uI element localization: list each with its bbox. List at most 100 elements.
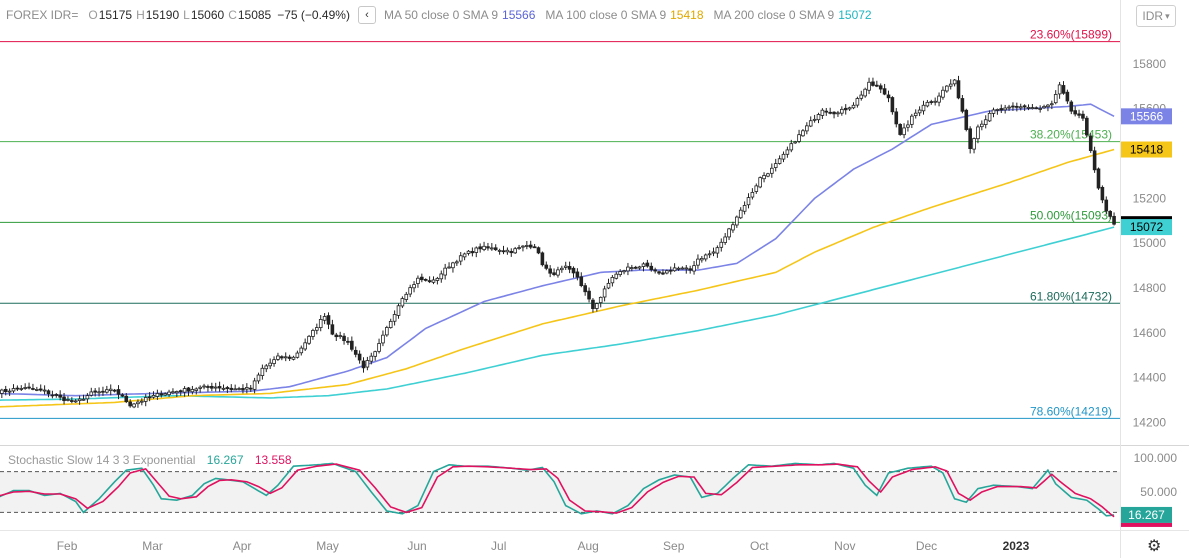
candle-up <box>801 130 805 137</box>
gear-icon[interactable]: ⚙ <box>1147 538 1162 555</box>
candle-up <box>194 388 199 391</box>
price-badge <box>1121 108 1172 125</box>
candle-down <box>575 271 580 278</box>
candle-up <box>322 316 327 321</box>
candle-down <box>964 109 969 130</box>
candle-up <box>836 112 840 115</box>
candle-down <box>326 315 331 325</box>
candle-down <box>532 246 537 249</box>
candle-up <box>797 134 801 142</box>
candle-down <box>1085 117 1089 136</box>
ma100-line <box>0 148 1115 408</box>
candle-up <box>972 138 976 150</box>
candle-down <box>688 268 692 271</box>
change-value: −75 (−0.49%) <box>277 8 350 22</box>
candle-down <box>241 387 245 391</box>
candle-down <box>70 400 74 402</box>
y-tick-label: 14600 <box>1133 326 1167 340</box>
y-tick-label: 15000 <box>1133 236 1167 250</box>
candle-down <box>633 266 638 269</box>
candle-down <box>567 266 572 270</box>
candle-up <box>847 107 852 110</box>
candle-up <box>750 192 755 198</box>
y-tick-label: 14800 <box>1133 281 1167 295</box>
candle-down <box>280 356 284 359</box>
candle-down <box>423 279 428 281</box>
candle-up <box>505 249 510 253</box>
candle-up <box>182 388 187 393</box>
fib-label: 78.60%(14219) <box>1030 404 1112 418</box>
candle-down <box>1088 135 1093 151</box>
candle-up <box>291 356 296 360</box>
chevron-down-icon: ▾ <box>1165 10 1170 21</box>
candle-up <box>610 276 615 284</box>
ma-layer <box>0 103 1115 408</box>
candle-up <box>252 380 257 390</box>
candle-down <box>120 394 125 397</box>
stoch-k-badge-label: 16.267 <box>1128 508 1165 522</box>
candle-up <box>719 241 724 248</box>
fib-label: 38.20%(15453) <box>1030 128 1112 142</box>
candle-up <box>233 388 237 391</box>
candle-up <box>307 335 311 344</box>
candle-up <box>917 109 922 114</box>
candle-down <box>1112 215 1116 225</box>
x-tick-label: Aug <box>577 539 598 553</box>
candle-down <box>159 393 164 396</box>
candle-up <box>995 109 1000 111</box>
candle-up <box>991 109 996 114</box>
ma50-label: MA 50 close 0 SMA 9 <box>383 8 499 22</box>
candle-up <box>723 236 727 243</box>
y-tick-label: 15200 <box>1133 191 1167 205</box>
candle-up <box>256 374 261 382</box>
candle-up <box>808 120 813 127</box>
candle-down <box>420 276 424 281</box>
candle-down <box>1061 85 1066 94</box>
candle-down <box>653 269 657 272</box>
candle-down <box>649 265 654 271</box>
x-tick-label: Apr <box>233 539 252 553</box>
candle-up <box>906 124 910 128</box>
candle-down <box>828 111 832 114</box>
candle-down <box>93 390 97 393</box>
candle-up <box>365 360 370 368</box>
x-tick-label: Nov <box>834 539 855 553</box>
candle-down <box>1034 107 1039 110</box>
candle-down <box>287 356 292 359</box>
candle-down <box>1081 113 1085 119</box>
candle-up <box>198 386 202 389</box>
candle-up <box>637 266 642 269</box>
candle-up <box>23 387 27 389</box>
candle-down <box>58 394 62 398</box>
candle-up <box>902 127 906 136</box>
candle-up <box>614 273 619 279</box>
low-key: L <box>183 8 190 22</box>
candle-down <box>50 394 55 397</box>
candle-up <box>622 270 626 273</box>
candle-layer <box>0 75 1116 409</box>
fib-label: 23.60%(15899) <box>1030 28 1112 42</box>
y-tick-label: 14400 <box>1133 371 1167 385</box>
candle-down <box>824 110 829 113</box>
candle-down <box>217 386 222 389</box>
candle-up <box>143 397 148 402</box>
candle-down <box>536 247 541 254</box>
candle-down <box>128 401 132 407</box>
collapse-legend-button[interactable]: ‹ <box>357 6 376 24</box>
candle-down <box>225 387 230 390</box>
candle-down <box>1108 210 1112 217</box>
candle-down <box>882 88 887 95</box>
candle-down <box>591 299 595 310</box>
currency-select[interactable]: IDR ▾ <box>1136 5 1176 27</box>
candle-up <box>941 89 945 98</box>
candle-up <box>742 205 747 212</box>
candle-down <box>1096 168 1101 189</box>
candle-down <box>583 285 587 293</box>
candle-up <box>451 262 455 269</box>
candle-up <box>404 293 409 300</box>
candle-up <box>1046 104 1050 108</box>
candle-down <box>112 389 117 392</box>
x-tick-label: Dec <box>916 539 937 553</box>
